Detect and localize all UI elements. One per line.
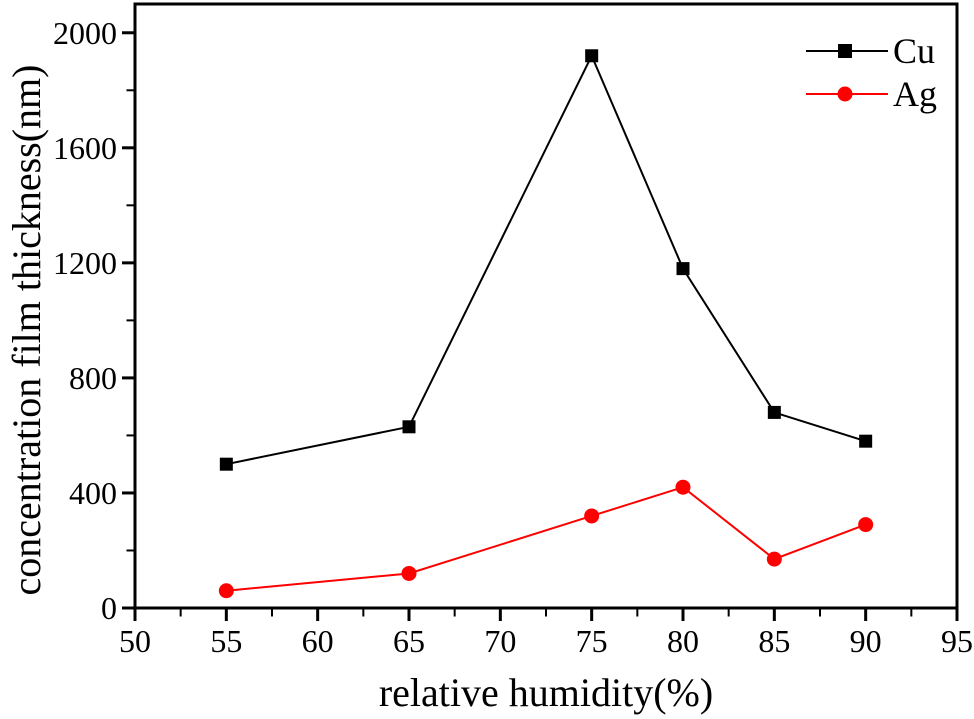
x-tick-label: 75 — [576, 623, 608, 659]
cu-data-marker-square-icon — [767, 405, 781, 419]
ag-data-marker-circle-icon — [858, 517, 874, 533]
y-axis-title: concentration film thickness(nm) — [4, 65, 49, 596]
x-tick-label: 50 — [119, 623, 151, 659]
cu-series-line — [226, 53, 866, 466]
x-tick-label: 90 — [850, 623, 882, 659]
x-tick-label: 55 — [210, 623, 242, 659]
ag-data-marker-circle-icon — [218, 583, 234, 599]
x-tick-label: 95 — [941, 623, 973, 659]
legend: Cu Ag — [806, 31, 937, 114]
cu-data-marker-square-icon — [402, 420, 416, 434]
x-tick-label: 65 — [393, 623, 425, 659]
x-tick-label: 85 — [758, 623, 790, 659]
ag-data-marker-circle-icon — [401, 565, 417, 581]
ag-data-marker-circle-icon — [675, 479, 691, 495]
legend-marker-cu-square-icon — [838, 44, 852, 58]
y-tick-label: 2000 — [53, 15, 117, 51]
x-axis-title: relative humidity(%) — [379, 670, 713, 715]
ag-data-marker-circle-icon — [766, 551, 782, 567]
cu-data-marker-square-icon — [219, 457, 233, 471]
y-tick-label: 1200 — [53, 245, 117, 281]
x-tick-label: 70 — [484, 623, 516, 659]
legend-label-ag: Ag — [893, 74, 937, 114]
y-tick-label: 800 — [69, 360, 117, 396]
legend-marker-ag-circle-icon — [837, 86, 853, 102]
plot-frame — [133, 2, 959, 610]
x-tick-label: 60 — [302, 623, 334, 659]
cu-data-marker-square-icon — [859, 434, 873, 448]
cu-data-marker-square-icon — [676, 262, 690, 276]
cu-data-marker-square-icon — [585, 49, 599, 63]
y-tick-label: 1600 — [53, 130, 117, 166]
plot-area: 50 55 60 65 70 75 80 85 90 95 0 400 800 1200 1600 2000 — [53, 2, 973, 659]
y-tick-label: 400 — [69, 475, 117, 511]
legend-label-cu: Cu — [893, 31, 935, 71]
x-tick-label: 80 — [667, 623, 699, 659]
ag-data-marker-circle-icon — [584, 508, 600, 524]
ag-series-line — [226, 486, 867, 592]
y-tick-label: 0 — [101, 590, 117, 626]
